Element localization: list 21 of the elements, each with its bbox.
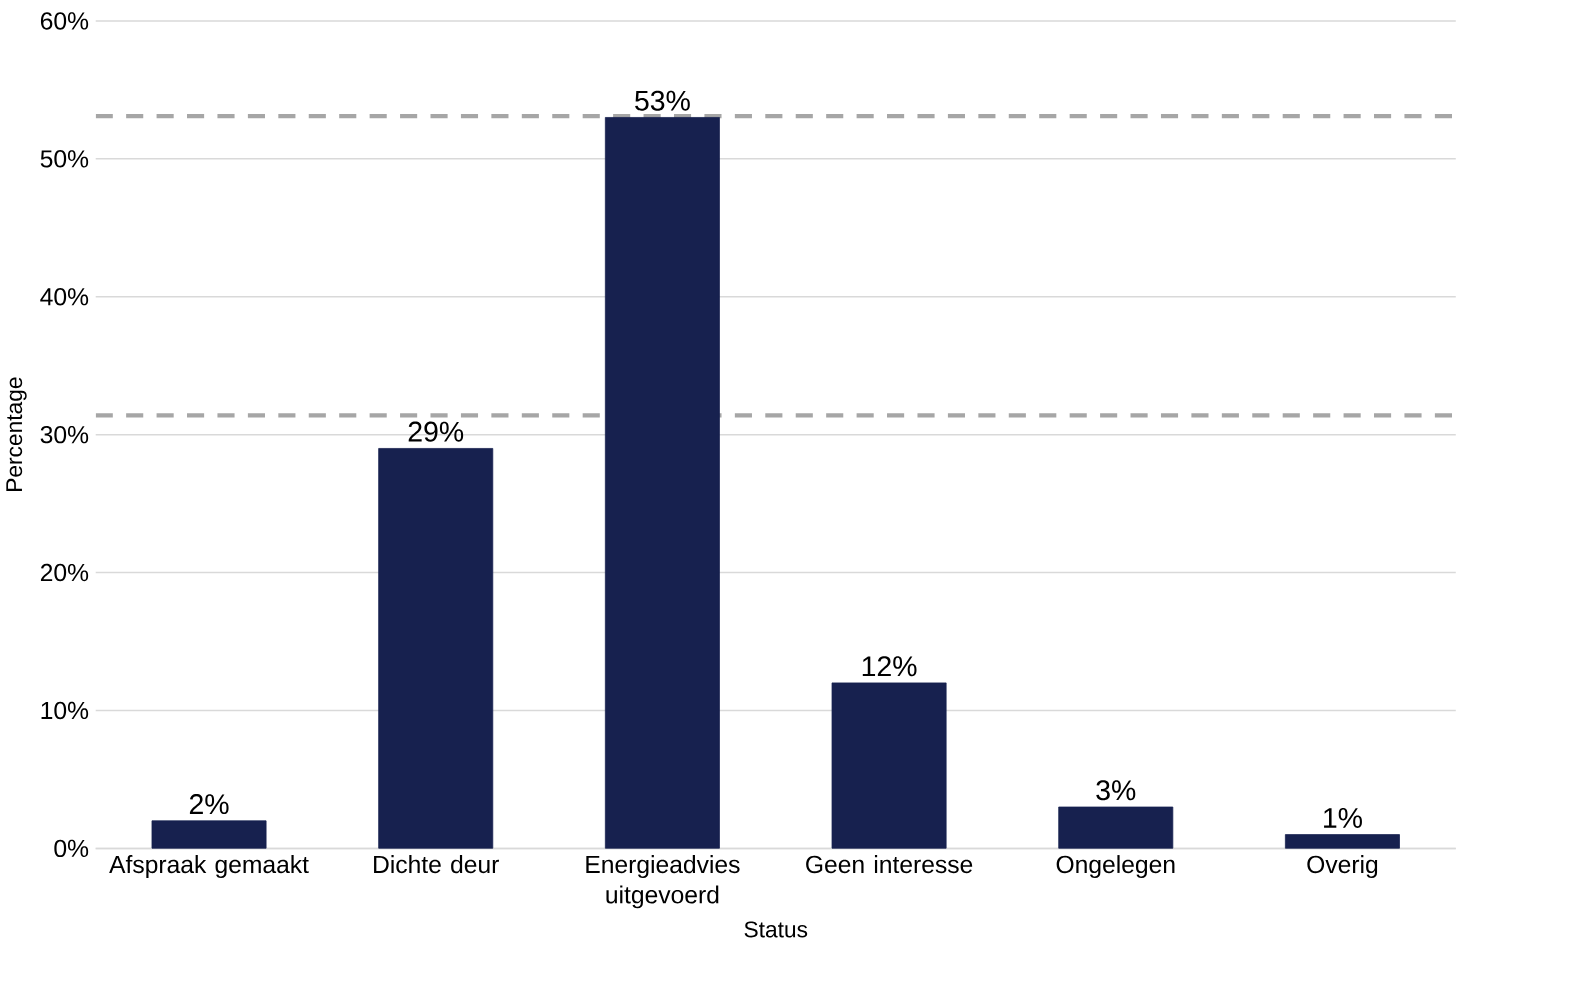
data-label: 12% [862, 656, 917, 677]
data-label: 1% [1324, 808, 1362, 828]
y-tick-label: 40% [40, 288, 89, 306]
y-tick-label: 20% [40, 563, 89, 582]
data-label: 29% [408, 421, 464, 442]
y-tick-label: 10% [41, 701, 89, 720]
y-tick-label: 50% [40, 150, 89, 168]
x-tick-label: Overig [1307, 855, 1378, 879]
x-tick-label: Afspraak gemaakt [109, 855, 309, 879]
x-axis-title: Status [744, 921, 808, 938]
x-tick-label: Ongelegen [1056, 855, 1175, 879]
y-tick-label: 60% [40, 12, 89, 30]
data-label: 3% [1096, 780, 1136, 801]
data-label: 2% [189, 794, 229, 815]
y-tick-label: 0% [54, 839, 89, 858]
y-axis-title: Percentage [6, 377, 27, 492]
x-tick-label: Dichte deur [374, 855, 499, 874]
x-tick-label: Energieadvies uitgevoerd [586, 855, 740, 909]
x-tick-label: Geen interesse [806, 855, 973, 874]
data-label: 53% [635, 90, 690, 111]
y-tick-label: 30% [40, 425, 89, 444]
